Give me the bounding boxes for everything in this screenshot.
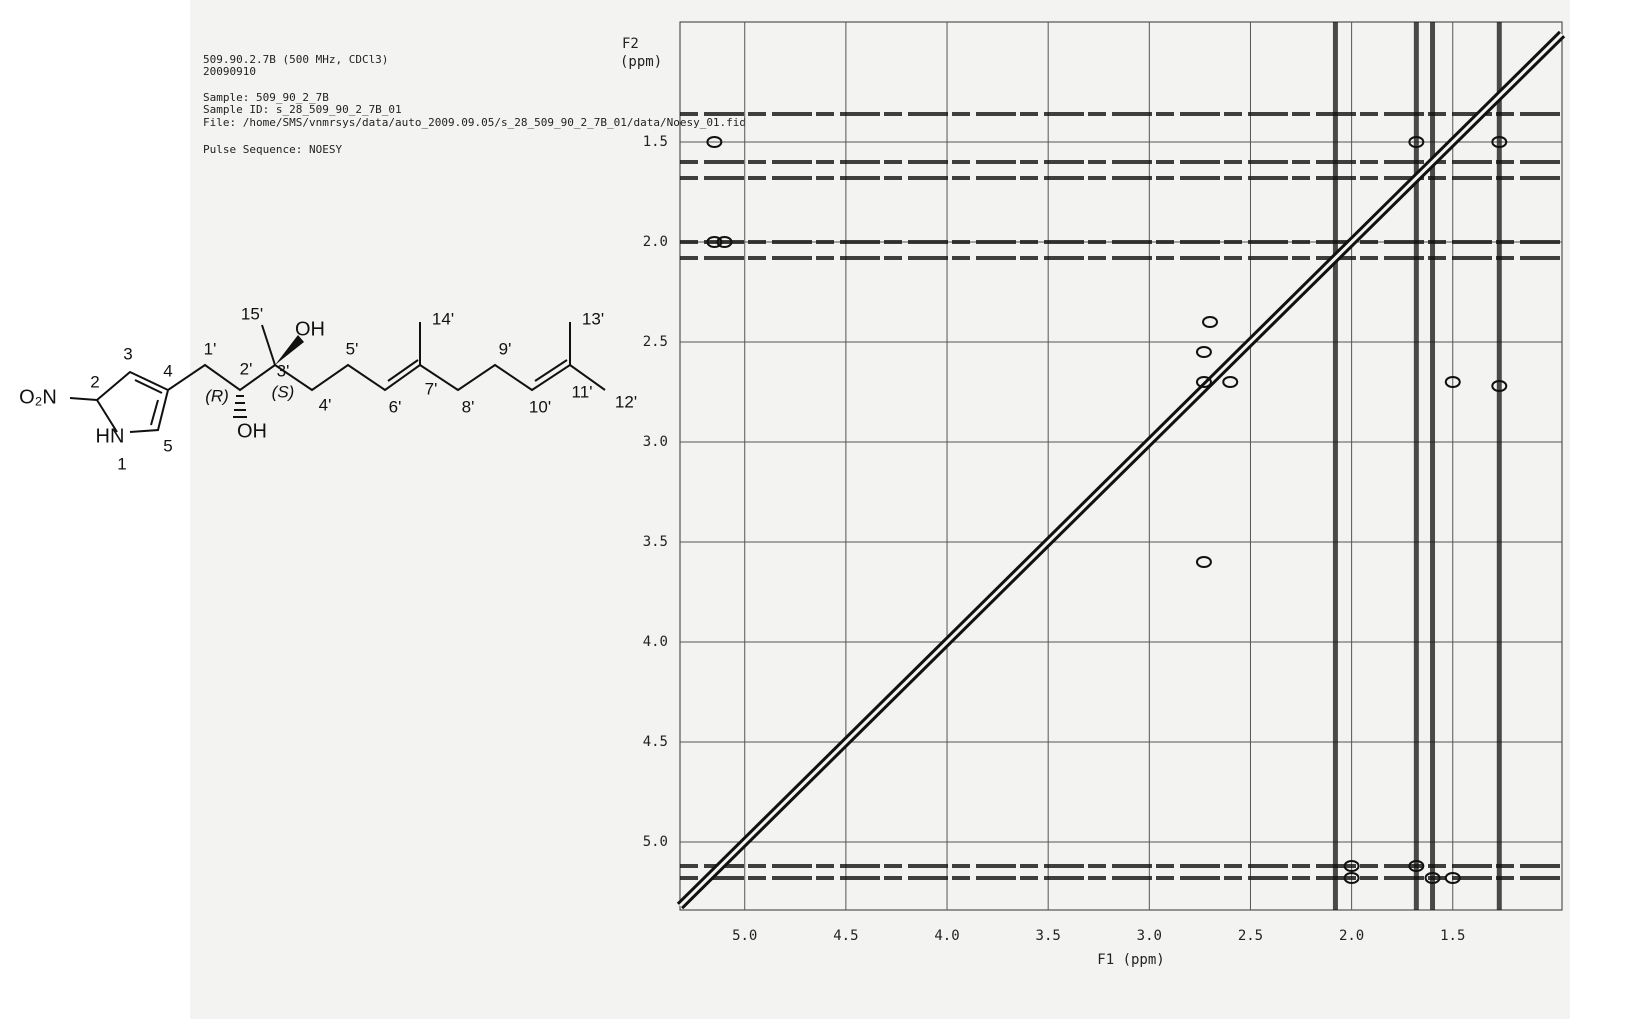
structure-label: 15' [241, 304, 263, 323]
structure-label: 3 [123, 344, 132, 363]
structure-label: 12' [615, 392, 637, 411]
structure-label: 7' [425, 379, 438, 398]
x-tick-label: 2.0 [1339, 928, 1364, 944]
x-tick-label: 3.0 [1137, 928, 1162, 944]
structure-label: 10' [529, 397, 551, 416]
structure-label: OH [295, 318, 325, 340]
y-tick-label: 2.5 [643, 334, 668, 350]
x-tick-label: 2.5 [1238, 928, 1263, 944]
header-line: Pulse Sequence: NOESY [203, 143, 342, 156]
structure-label: 5' [346, 339, 359, 358]
y-tick-label: 4.5 [643, 734, 668, 750]
x-tick-label: 4.0 [934, 928, 959, 944]
y-tick-label: 4.0 [643, 634, 668, 650]
y-tick-label: 1.5 [643, 134, 668, 150]
header-line: 20090910 [203, 65, 256, 78]
structure-label: OH [237, 420, 267, 442]
structure-label: 9' [499, 339, 512, 358]
structure-label: 4 [163, 361, 172, 380]
structure-label: 14' [432, 309, 454, 328]
y-tick-label: 2.0 [643, 234, 668, 250]
y-tick-label: 3.5 [643, 534, 668, 550]
structure-label: (R) [205, 386, 229, 405]
structure-label: 2' [240, 359, 253, 378]
x-tick-label: 1.5 [1440, 928, 1465, 944]
structure-label: 4' [319, 395, 332, 414]
x-tick-label: 5.0 [732, 928, 757, 944]
structure-label: 11' [572, 382, 593, 401]
structure-label: 13' [582, 309, 604, 328]
x-axis-label: F1 (ppm) [1097, 952, 1164, 968]
structure-label: 1' [204, 339, 217, 358]
structure-label: 6' [389, 397, 402, 416]
structure-label: 8' [462, 397, 475, 416]
structure-label: HN [96, 425, 125, 447]
page: O₂N 2 3 4 5 1 HN 1' 2' (R) OH 15' OH 3' (S) 4' 5' 6' 7' 14'… [0, 0, 1625, 1019]
y-tick-label: 3.0 [643, 434, 668, 450]
structure-label: 3' [277, 361, 290, 380]
structure-label: O₂N [19, 386, 57, 408]
header-line: File: /home/SMS/vnmrsys/data/auto_2009.0… [203, 116, 746, 129]
y-tick-label: 5.0 [643, 834, 668, 850]
structure-label: (S) [272, 382, 295, 401]
header-line: Sample ID: s_28_509_90_2_7B_01 [203, 103, 402, 116]
structure-label: 1 [117, 454, 126, 473]
x-tick-label: 4.5 [833, 928, 858, 944]
x-tick-label: 3.5 [1036, 928, 1061, 944]
structure-label: 2 [90, 372, 99, 391]
y-axis-label: F2 [622, 36, 639, 52]
structure-label: 5 [163, 436, 172, 455]
y-axis-label: (ppm) [620, 54, 662, 70]
